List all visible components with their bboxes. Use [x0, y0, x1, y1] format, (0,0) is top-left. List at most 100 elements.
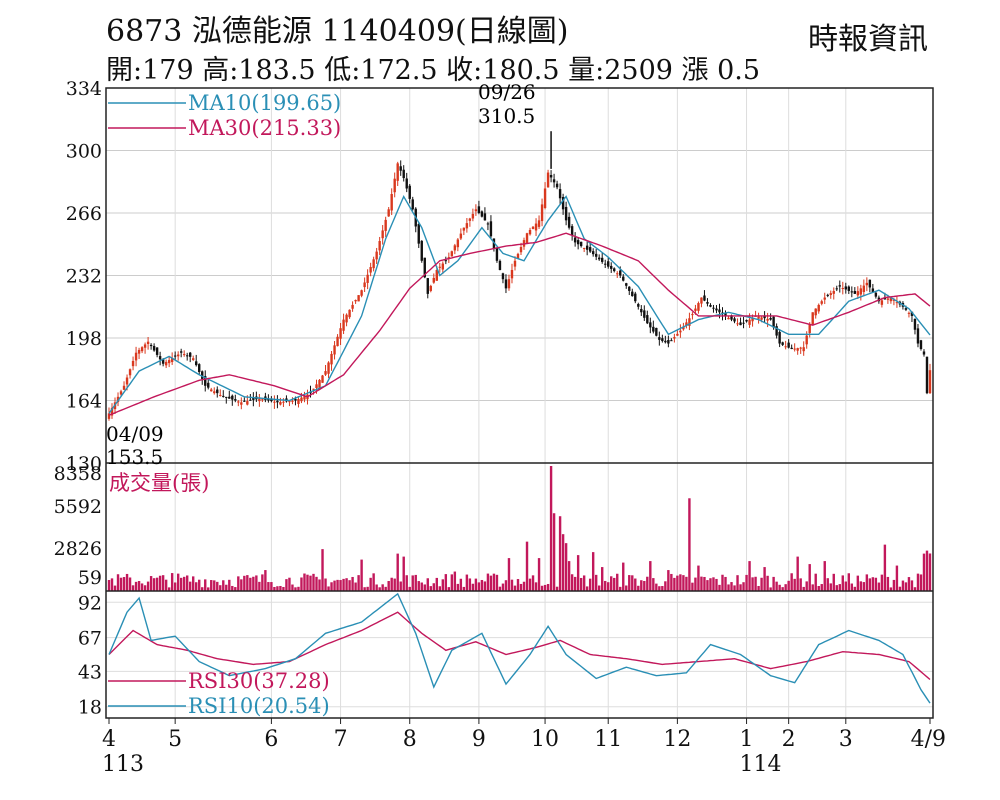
volume-bar — [925, 550, 929, 591]
candle-body — [561, 196, 565, 210]
candle-body — [907, 312, 911, 314]
ma30-legend: MA30(215.33) — [188, 116, 341, 140]
volume-bar — [378, 587, 381, 591]
volume-bar — [706, 580, 709, 591]
candle-body — [667, 339, 670, 344]
volume-bar — [652, 578, 655, 591]
candle-body — [889, 297, 893, 302]
volume-bar — [579, 577, 583, 591]
volume-bar — [790, 573, 793, 591]
volume-bar — [519, 583, 523, 591]
volume-bar — [288, 577, 291, 591]
candle-body — [201, 371, 204, 379]
rsi10-legend: RSI10(20.54) — [188, 694, 330, 718]
candle-body — [140, 347, 144, 352]
candle-body — [859, 288, 863, 295]
volume-bar — [573, 576, 577, 591]
candle-body — [429, 285, 432, 291]
volume-bar — [372, 573, 375, 591]
volume-bar — [255, 575, 258, 591]
candle-body — [613, 268, 616, 272]
candle-body — [793, 348, 796, 350]
volume-bar — [694, 577, 697, 591]
candle-body — [591, 251, 595, 255]
volume-bar — [904, 582, 908, 591]
volume-bar — [555, 586, 559, 591]
low-value-label: 153.5 — [106, 445, 163, 469]
volume-bar — [823, 561, 826, 591]
volume-bar — [201, 587, 204, 591]
candle-body — [601, 257, 604, 262]
volume-bar — [179, 577, 183, 591]
candle-body — [495, 248, 499, 261]
candle-body — [763, 315, 766, 319]
candle-body — [823, 297, 826, 300]
candle-body — [847, 286, 851, 291]
volume-bar — [480, 579, 484, 591]
candle-body — [916, 328, 920, 344]
candle-body — [886, 298, 890, 300]
volume-bar — [423, 584, 426, 591]
volume-bar — [116, 574, 120, 591]
volume-bar — [477, 582, 481, 591]
volume-bar — [273, 586, 276, 591]
candle-body — [300, 397, 303, 402]
candle-body — [757, 316, 760, 319]
price-tick-label: 130 — [66, 453, 102, 475]
candle-body — [363, 282, 366, 288]
candle-body — [513, 260, 517, 267]
volume-bar — [107, 580, 111, 591]
candle-body — [462, 227, 466, 231]
candle-body — [480, 211, 484, 217]
volume-bar — [847, 573, 851, 591]
candle-body — [393, 178, 396, 193]
volume-bar — [880, 574, 884, 591]
volume-bar — [234, 587, 237, 591]
candle-body — [769, 318, 772, 320]
candle-body — [387, 209, 390, 217]
volume-bar — [718, 584, 721, 591]
candle-body — [486, 223, 490, 225]
candle-body — [709, 305, 712, 307]
volume-bar — [697, 565, 700, 591]
volume-bar — [237, 576, 240, 591]
candle-body — [549, 174, 553, 178]
candle-body — [188, 352, 192, 357]
volume-bar — [748, 561, 751, 591]
candle-body — [697, 303, 700, 311]
volume-bar — [417, 581, 420, 591]
volume-bar — [769, 587, 772, 591]
candle-body — [655, 327, 658, 336]
candle-body — [616, 273, 619, 275]
candle-body — [510, 269, 514, 279]
volume-bar — [546, 583, 550, 591]
volume-bar — [225, 584, 228, 591]
volume-bar — [113, 585, 117, 591]
volume-bar — [318, 579, 321, 591]
volume-bar — [724, 576, 727, 591]
volume-bar — [399, 581, 402, 591]
volume-bar — [176, 573, 180, 591]
volume-bar — [369, 577, 372, 591]
candle-body — [817, 304, 820, 312]
volume-bar — [631, 575, 634, 591]
volume-bar — [772, 576, 775, 591]
volume-bar — [246, 575, 249, 591]
volume-bar — [751, 577, 754, 591]
volume-bar — [528, 578, 532, 591]
candle-body — [534, 223, 538, 231]
volume-bar — [561, 534, 565, 591]
candle-body — [691, 314, 694, 316]
volume-bar — [249, 577, 252, 591]
high-date-label: 09/26 — [478, 80, 536, 104]
volume-bar — [137, 581, 141, 591]
candle-body — [447, 257, 451, 259]
candle-body — [904, 308, 908, 310]
volume-bar — [534, 582, 538, 591]
volume-bar — [679, 574, 682, 591]
rsi30-legend: RSI30(37.28) — [188, 669, 330, 693]
volume-bar — [763, 567, 766, 591]
volume-bar — [125, 573, 129, 591]
volume-bar — [303, 573, 306, 591]
candle-body — [158, 356, 162, 360]
